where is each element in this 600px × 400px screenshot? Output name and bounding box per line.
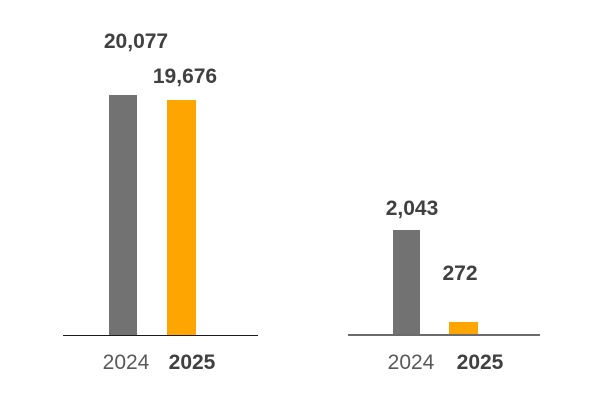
category-label-left-2025: 2025: [168, 351, 216, 374]
data-label-left-2025: 19,676: [152, 65, 218, 88]
bar-right-2024: [393, 230, 420, 336]
category-label-left-2024: 2024: [102, 351, 150, 374]
bar-right-2025: [449, 322, 478, 336]
bar-left-2024: [109, 95, 137, 336]
category-label-right-2024: 2024: [387, 351, 435, 374]
category-label-right-2025: 2025: [456, 351, 504, 374]
data-label-left-2024: 20,077: [103, 30, 169, 53]
data-label-right-2024: 2,043: [385, 197, 439, 220]
x-axis-line-left: [63, 335, 258, 336]
data-label-right-2025: 272: [442, 262, 478, 285]
bar-left-2025: [167, 100, 196, 336]
x-axis-line-right: [348, 334, 540, 336]
